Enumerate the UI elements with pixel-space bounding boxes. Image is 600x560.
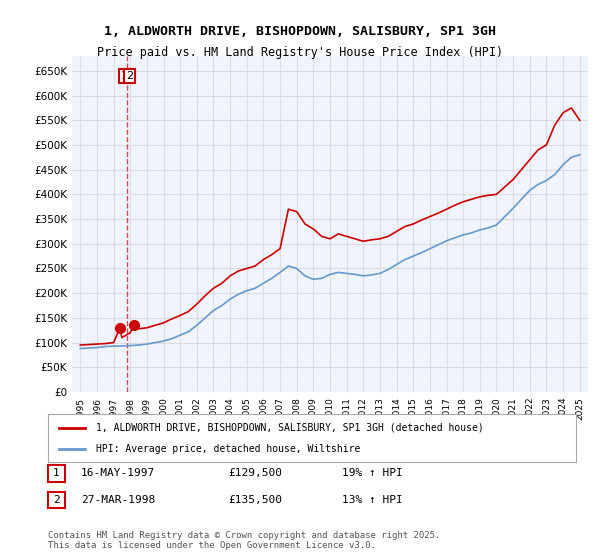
Text: 1, ALDWORTH DRIVE, BISHOPDOWN, SALISBURY, SP1 3GH (detached house): 1, ALDWORTH DRIVE, BISHOPDOWN, SALISBURY… bbox=[95, 423, 483, 433]
Text: 1: 1 bbox=[121, 71, 128, 81]
Text: Contains HM Land Registry data © Crown copyright and database right 2025.
This d: Contains HM Land Registry data © Crown c… bbox=[48, 531, 440, 550]
Text: £129,500: £129,500 bbox=[228, 468, 282, 478]
Text: Price paid vs. HM Land Registry's House Price Index (HPI): Price paid vs. HM Land Registry's House … bbox=[97, 46, 503, 59]
Text: £135,500: £135,500 bbox=[228, 495, 282, 505]
Text: HPI: Average price, detached house, Wiltshire: HPI: Average price, detached house, Wilt… bbox=[95, 444, 360, 454]
Text: 1: 1 bbox=[53, 468, 60, 478]
Text: 1, ALDWORTH DRIVE, BISHOPDOWN, SALISBURY, SP1 3GH: 1, ALDWORTH DRIVE, BISHOPDOWN, SALISBURY… bbox=[104, 25, 496, 38]
Text: 27-MAR-1998: 27-MAR-1998 bbox=[81, 495, 155, 505]
Text: 19% ↑ HPI: 19% ↑ HPI bbox=[342, 468, 403, 478]
Text: 13% ↑ HPI: 13% ↑ HPI bbox=[342, 495, 403, 505]
Text: 2: 2 bbox=[126, 71, 133, 81]
Text: 16-MAY-1997: 16-MAY-1997 bbox=[81, 468, 155, 478]
Text: 2: 2 bbox=[53, 495, 60, 505]
